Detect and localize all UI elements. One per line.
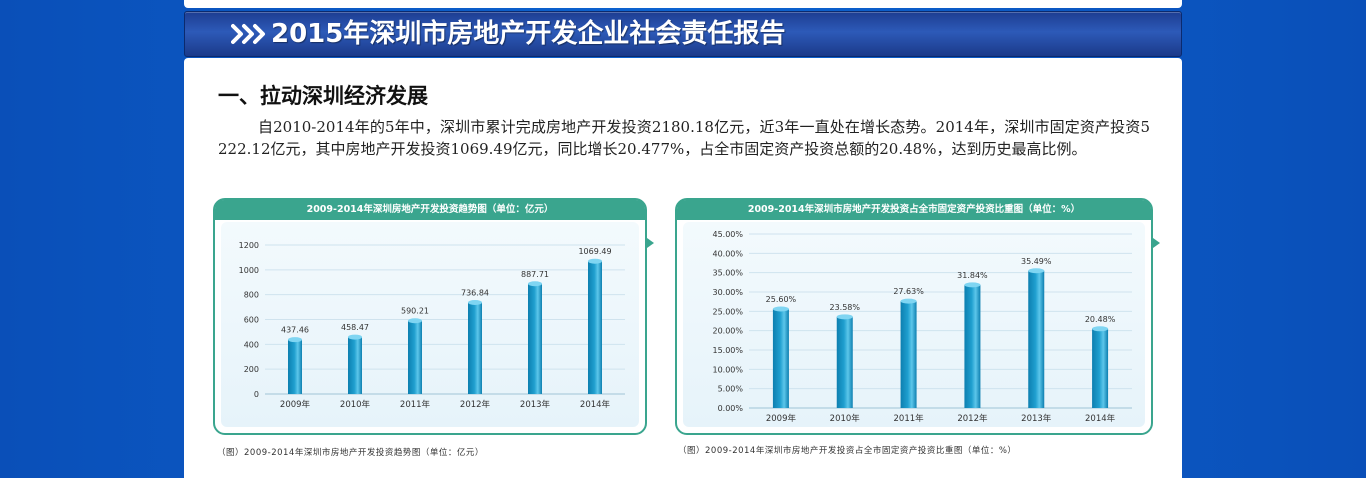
bar-cap — [836, 314, 853, 320]
bar-cap — [1092, 326, 1109, 332]
y-tick-label: 20.00% — [712, 327, 743, 336]
data-label: 35.49% — [1021, 257, 1052, 266]
bar-cap — [588, 258, 602, 264]
chart-caption: （图）2009-2014年深圳市房地产开发投资占全市固定资产投资比重图（单位：%… — [678, 446, 1017, 456]
title-banner: 2015年深圳市房地产开发企业社会责任报告 — [184, 11, 1182, 57]
bar-cap — [964, 282, 981, 288]
double-chevron-icon — [231, 24, 265, 44]
chart-title: 2009-2014年深圳市房地产开发投资占全市固定资产投资比重图（单位：%） — [677, 200, 1151, 220]
y-tick-label: 5.00% — [718, 385, 744, 394]
bar-cap — [772, 306, 789, 312]
data-label: 1069.49 — [578, 247, 611, 256]
data-label: 736.84 — [461, 289, 489, 298]
bar — [1028, 270, 1045, 408]
y-tick-label: 600 — [244, 316, 259, 325]
data-label: 25.60% — [766, 295, 797, 304]
data-label: 31.84% — [957, 271, 988, 280]
bar — [1092, 328, 1109, 408]
content-area: 一、拉动深圳经济发展 自2010-2014年的5年中，深圳市累计完成房地产开发投… — [184, 58, 1182, 478]
investment-bar-chart: 0 200 400 600 800 1000 1200 437.46 2009年 458.47 20… — [239, 241, 625, 410]
bar-cap — [528, 281, 542, 287]
section-heading: 一、拉动深圳经济发展 — [218, 84, 428, 108]
y-tick-label: 1000 — [239, 266, 259, 275]
x-tick-label: 2013年 — [1021, 413, 1052, 424]
data-label: 458.47 — [341, 323, 369, 332]
y-tick-label: 35.00% — [712, 269, 743, 278]
x-tick-label: 2013年 — [520, 399, 551, 410]
y-tick-label: 400 — [244, 340, 259, 349]
share-bar-chart: 0.00% 5.00% 10.00% 15.00% 20.00% 25.00% 30.00%… — [712, 230, 1132, 424]
y-tick-label: 0.00% — [718, 404, 744, 413]
bar — [836, 316, 853, 408]
chart-title: 2009-2014年深圳房地产开发投资趋势图（单位：亿元） — [215, 200, 645, 220]
y-tick-label: 30.00% — [712, 288, 743, 297]
x-tick-label: 2012年 — [957, 413, 988, 424]
data-label: 23.58% — [829, 303, 860, 312]
data-label: 887.71 — [521, 270, 549, 279]
x-tick-label: 2009年 — [280, 399, 311, 410]
chart-panel-share: 2009-2014年深圳市房地产开发投资占全市固定资产投资比重图（单位：%） 0… — [675, 198, 1160, 435]
y-tick-label: 1200 — [239, 241, 259, 250]
data-label: 437.46 — [281, 326, 309, 335]
x-tick-label: 2011年 — [894, 413, 925, 424]
panel-notch — [1153, 238, 1160, 248]
section-paragraph: 自2010-2014年的5年中，深圳市累计完成房地产开发投资2180.18亿元，… — [218, 118, 1150, 158]
x-tick-label: 2010年 — [830, 413, 861, 424]
data-label: 20.48% — [1085, 315, 1116, 324]
bar-cap — [408, 318, 422, 324]
y-tick-label: 10.00% — [712, 365, 743, 374]
bar — [288, 339, 302, 394]
bar — [964, 284, 981, 408]
bar-cap — [348, 334, 362, 340]
bar-cap — [468, 300, 482, 306]
x-tick-label: 2014年 — [580, 399, 611, 410]
y-tick-label: 25.00% — [712, 307, 743, 316]
y-tick-label: 45.00% — [712, 230, 743, 239]
top-strip — [184, 0, 1182, 8]
bar — [528, 283, 542, 394]
chart-caption: （图）2009-2014年深圳市房地产开发投资趋势图（单位：亿元） — [217, 448, 484, 458]
bar — [900, 301, 917, 408]
y-tick-label: 800 — [244, 291, 259, 300]
x-tick-label: 2011年 — [400, 399, 431, 410]
bar — [588, 261, 602, 394]
panel-notch — [647, 238, 654, 248]
bar-cap — [288, 337, 302, 343]
bar — [348, 337, 362, 394]
data-label: 590.21 — [401, 307, 429, 316]
y-tick-label: 200 — [244, 365, 259, 374]
bar — [772, 309, 789, 408]
chart-panel-investment: 2009-2014年深圳房地产开发投资趋势图（单位：亿元） 0 200 400 600… — [213, 198, 654, 435]
y-tick-label: 15.00% — [712, 346, 743, 355]
y-tick-label: 40.00% — [712, 249, 743, 258]
x-tick-label: 2014年 — [1085, 413, 1116, 424]
data-label: 27.63% — [893, 287, 924, 296]
x-tick-label: 2012年 — [460, 399, 491, 410]
x-tick-label: 2009年 — [766, 413, 797, 424]
bar — [408, 320, 422, 394]
page-title: 2015年深圳市房地产开发企业社会责任报告 — [271, 19, 786, 49]
bar-cap — [900, 298, 917, 304]
y-tick-label: 0 — [254, 390, 259, 399]
bar — [468, 302, 482, 394]
x-tick-label: 2010年 — [340, 399, 371, 410]
bar-cap — [1028, 268, 1045, 274]
